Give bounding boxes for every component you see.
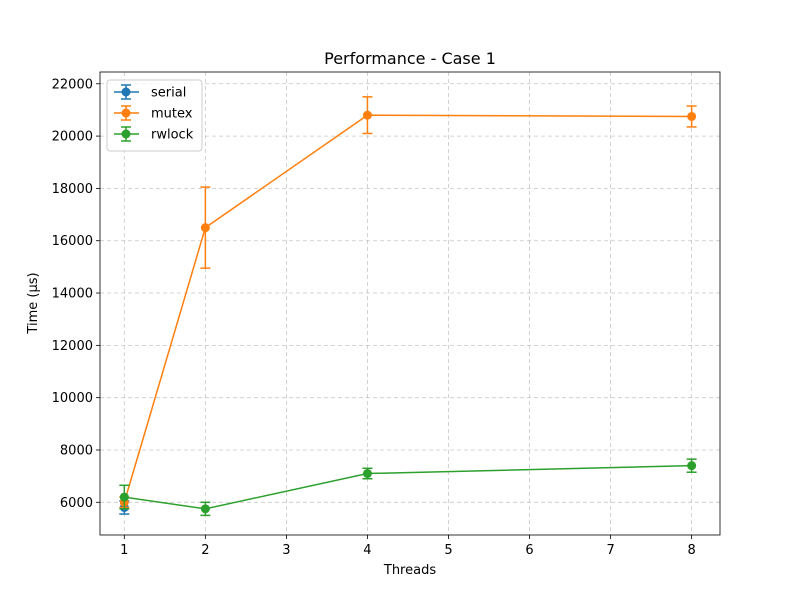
x-tick-label: 4 (363, 543, 371, 558)
x-tick-label: 1 (120, 543, 128, 558)
chart-title: Performance - Case 1 (324, 49, 496, 68)
y-tick-label: 6000 (60, 496, 93, 511)
ticks: 1 2 3 4 5 6 7 8 6000 8000 10000 12000 14000 16000 1800… (52, 77, 696, 558)
mutex-point (362, 110, 372, 120)
mutex-line (123, 114, 692, 503)
y-tick-label: 12000 (52, 339, 93, 354)
x-tick-label: 5 (444, 543, 452, 558)
legend-label: serial (151, 86, 186, 101)
y-tick-label: 16000 (52, 234, 93, 249)
y-tick-label: 20000 (52, 130, 93, 145)
legend-entry: mutex (114, 105, 193, 122)
rwlock-line (124, 464, 692, 510)
rwlock-point (119, 492, 129, 502)
legend-marker (121, 129, 131, 139)
x-tick-label: 3 (282, 543, 290, 558)
y-axis-label: Time (µs) (26, 272, 41, 334)
grid (100, 72, 720, 535)
legend-marker (121, 87, 131, 97)
legend-entry: rwlock (114, 126, 194, 143)
rwlock-point (200, 504, 210, 514)
x-tick-label: 2 (201, 543, 209, 558)
series-mutex (119, 96, 697, 509)
legend-label: mutex (151, 107, 193, 122)
y-tick-label: 22000 (52, 77, 93, 92)
y-tick-label: 10000 (52, 391, 93, 406)
mutex-point (687, 111, 697, 121)
legend: serial mutex rwlock (106, 79, 203, 152)
rwlock-point (687, 461, 697, 471)
mutex-point (200, 223, 210, 233)
y-tick-label: 18000 (52, 182, 93, 197)
series-rwlock (119, 458, 697, 517)
y-tick-label: 14000 (52, 287, 93, 302)
legend-label: rwlock (151, 128, 194, 143)
rwlock-point (362, 469, 372, 479)
series-layer (119, 96, 697, 517)
legend-entry: serial (114, 84, 186, 101)
x-tick-label: 8 (687, 543, 695, 558)
legend-marker (121, 108, 131, 118)
axes (99, 71, 721, 536)
y-tick-label: 8000 (60, 443, 93, 458)
plot-frame (99, 71, 721, 536)
x-axis-label: Threads (383, 563, 436, 578)
x-tick-label: 6 (525, 543, 533, 558)
x-tick-label: 7 (606, 543, 614, 558)
